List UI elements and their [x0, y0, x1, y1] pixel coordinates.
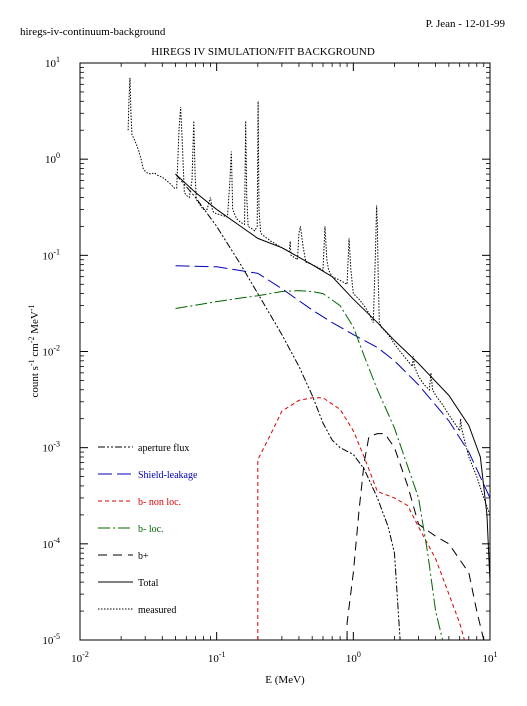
series-line-measured: [127, 77, 490, 516]
y-tick-label: 10-2: [42, 344, 60, 359]
y-tick-label: 10-5: [42, 632, 60, 647]
y-tick-label: 101: [45, 55, 60, 70]
minor-ticks: [80, 63, 490, 640]
file-label: hiregs-iv-continuum-background: [20, 26, 166, 38]
y-axis-label: count s-1 cm-2 MeV-1: [27, 304, 41, 397]
legend-label: Shield-leakage: [138, 470, 198, 481]
y-tick-label: 10-4: [42, 536, 60, 551]
series-line-aperture-flux: [175, 173, 401, 640]
x-tick-labels: 10-2 10-1 100 101: [71, 650, 497, 665]
y-tick-label: 100: [45, 151, 60, 166]
series-line-b-non-loc: [257, 397, 465, 640]
chart-title: HIREGS IV SIMULATION/FIT BACKGROUND: [151, 46, 375, 58]
legend-label: b+: [138, 551, 149, 562]
y-tick-label: 10-3: [42, 440, 60, 455]
author-date: P. Jean - 12-01-99: [426, 18, 506, 30]
x-tick-label: 101: [483, 650, 498, 665]
legend-item: b+: [98, 551, 149, 562]
legend-item: b- non loc.: [98, 497, 181, 508]
legend-item: Shield-leakage: [98, 470, 198, 481]
x-tick-label: 10-2: [71, 650, 89, 665]
legend-item: measured: [98, 605, 176, 616]
legend-label: measured: [138, 605, 176, 616]
y-tick-label: 10-1: [42, 247, 60, 262]
legend-item: Total: [98, 578, 159, 589]
legend-item: b- loc.: [98, 524, 164, 535]
series-layer: [127, 77, 490, 640]
x-axis-label: E (MeV): [265, 674, 305, 686]
plot-area: [79, 62, 491, 641]
x-tick-label: 100: [346, 650, 361, 665]
legend-label: b- non loc.: [138, 497, 181, 508]
legend-label: b- loc.: [138, 524, 164, 535]
legend: aperture flux Shield-leakage b- non loc. b-…: [98, 443, 198, 616]
series-line-b: [346, 433, 487, 640]
series-line-shield-leakage: [175, 265, 490, 499]
series-line-b-loc: [175, 290, 444, 640]
x-tick-label: 10-1: [208, 650, 226, 665]
series-line-total: [175, 173, 490, 583]
legend-label: aperture flux: [138, 443, 189, 454]
legend-item: aperture flux: [98, 443, 189, 454]
legend-label: Total: [138, 578, 159, 589]
y-tick-labels: 101 100 10-1 10-2 10-3 10-4 10-5: [42, 55, 60, 647]
